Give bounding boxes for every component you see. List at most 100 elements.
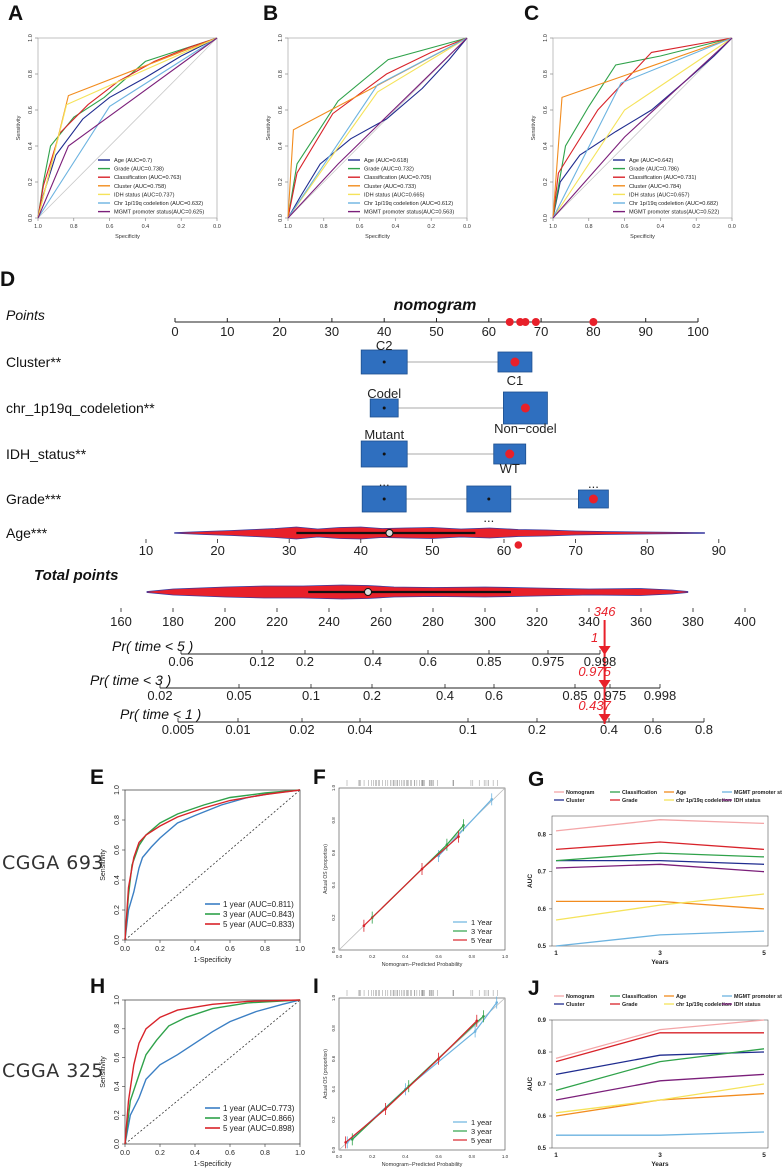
- y-tick-label: 0.0: [543, 214, 549, 222]
- legend-entry: 1 year (AUC=0.811): [223, 900, 294, 909]
- calibration-point: [344, 1141, 347, 1144]
- plot-frame: [551, 815, 769, 947]
- pr-arrow-marker: [598, 680, 611, 689]
- calibration-point: [445, 843, 449, 846]
- legend-entry: Chr 1p/19q codeletion (AUC=0.612): [364, 201, 453, 207]
- points-tick-label: 40: [377, 324, 391, 339]
- legend-entry: 5 year (AUC=0.833): [223, 920, 295, 929]
- calibration-point: [457, 835, 460, 838]
- points-tick-label: 90: [638, 324, 652, 339]
- points-tick-label: 30: [325, 324, 339, 339]
- x-tick-label: 5: [762, 1152, 766, 1159]
- x-tick-label: 5: [762, 950, 766, 957]
- calibration-line-3: [363, 836, 459, 927]
- roc-chart-e: 0.0 0.2 0.4 0.6 0.8 1.0 0.0 0.2 0.4 0.6 0.8 1.0 1-Sp…: [100, 785, 305, 964]
- x-tick-label: 0.8: [585, 224, 593, 230]
- pr-tick-label: 0.4: [364, 654, 382, 669]
- pr-tick-label: 0.05: [226, 688, 251, 703]
- y-axis-label: Actual OS (proportion): [323, 1049, 329, 1099]
- auc-line-3: [555, 1048, 765, 1092]
- pr-value-label: 0.975: [578, 664, 611, 679]
- legend-entry: 3 year: [471, 1127, 492, 1136]
- total-points-tick-label: 200: [214, 614, 236, 629]
- roc-curve-7: [287, 37, 468, 219]
- x-tick-label: 0.8: [260, 1150, 270, 1157]
- roc-curve-2: [287, 37, 468, 219]
- x-tick-label: 0.4: [190, 1150, 200, 1157]
- row-label-pr-2: Pr( time < 3 ): [90, 672, 171, 688]
- pr-tick-label: 0.1: [459, 722, 477, 737]
- y-tick-label: 1.0: [114, 995, 121, 1005]
- legend-entry: Classification: [622, 994, 657, 1000]
- x-tick-label: 1.0: [34, 224, 42, 230]
- auc-years-chart-j: 0.5 0.6 0.7 0.8 0.9 1 3 5 Years AUC Nomogram Cluste…: [527, 994, 782, 1168]
- calibration-point: [362, 924, 366, 927]
- y-axis-label: Sensitivity: [100, 849, 107, 881]
- codeletion-box-dot: [382, 406, 386, 410]
- auc-line-3: [555, 852, 765, 862]
- idh-status-level-label: Mutant: [364, 427, 404, 442]
- x-tick-label: 0.8: [260, 946, 270, 953]
- x-tick-label: 0.2: [369, 1154, 376, 1159]
- y-tick-label: 0.2: [331, 1116, 336, 1123]
- pr-tick-label: 0.4: [600, 722, 618, 737]
- y-axis-label: AUC: [527, 1077, 534, 1091]
- total-points-tick-label: 180: [162, 614, 184, 629]
- x-axis-label: Nomogram−Predicted Probability: [382, 1162, 463, 1168]
- cluster-box-dot: [382, 360, 386, 364]
- panel-label-f: F: [313, 766, 326, 789]
- pr-tick-label: 0.998: [584, 654, 617, 669]
- y-tick-label: 0.6: [114, 1053, 121, 1063]
- y-axis-label: Sensitivity: [531, 115, 537, 140]
- pr-value-label: 0.437: [578, 698, 611, 713]
- panel-label-a: A: [8, 2, 24, 25]
- grade-level-label: ...: [379, 474, 390, 489]
- age-tick-label: 80: [640, 543, 654, 558]
- y-tick-label: 0.5: [538, 1146, 547, 1152]
- pr-tick-label: 0.02: [289, 722, 314, 737]
- x-tick-label: 1.0: [295, 946, 305, 953]
- pr-arrow-marker: [598, 714, 611, 723]
- roc-curve-5: [37, 37, 218, 219]
- row-label-codeletion: chr_1p19q_codeletion**: [6, 400, 155, 416]
- x-tick-label: 0.0: [336, 1154, 343, 1159]
- pr-tick-label: 0.6: [644, 722, 662, 737]
- y-tick-label: 0.7: [538, 870, 547, 876]
- plot-frame: [124, 999, 301, 1145]
- y-tick-label: 1.0: [543, 34, 549, 42]
- y-tick-label: 1.0: [331, 994, 336, 1001]
- legend-entry: MGMT promoter status(AUC=0.625): [114, 210, 204, 216]
- points-tick-label: 80: [586, 324, 600, 339]
- plot-frame: [124, 789, 301, 941]
- calibration-chart-i: 0.0 0.2 0.4 0.6 0.8 1.0 0.0 0.2 0.4 0.6 0.8 1.0 Nomo…: [323, 990, 509, 1168]
- legend-entry: chr 1p/19q codeletion: [676, 1002, 731, 1008]
- x-axis-label: Specificity: [630, 234, 655, 240]
- pr-tick-label: 0.6: [485, 688, 503, 703]
- y-axis-label: AUC: [527, 874, 534, 888]
- auc-line-6: [555, 1083, 765, 1114]
- plot-frame: [338, 787, 506, 951]
- calibration-chart-f: 0.0 0.2 0.4 0.6 0.8 1.0 0.0 0.2 0.4 0.6 0.8 1.0 Nomo…: [323, 780, 509, 968]
- x-tick-label: 0.6: [225, 946, 235, 953]
- pr-tick-label: 0.4: [436, 688, 454, 703]
- legend-entry: Age: [676, 790, 686, 796]
- x-axis-label: Nomogram−Predicted Probability: [382, 962, 463, 968]
- y-axis-label: Sensitivity: [16, 115, 22, 140]
- x-tick-label: 0.2: [692, 224, 700, 230]
- legend-entry: Chr 1p/19q codeletion (AUC=0.632): [114, 201, 203, 207]
- x-tick-label: 0.6: [106, 224, 114, 230]
- auc-line-4: [555, 1032, 764, 1063]
- y-tick-label: 0.4: [28, 142, 34, 150]
- y-tick-label: 0.9: [538, 1018, 547, 1024]
- legend-entry: Chr 1p/19q codeletion (AUC=0.682): [629, 201, 718, 207]
- x-tick-label: 0.8: [469, 1154, 476, 1159]
- reference-diagonal: [124, 999, 301, 1145]
- panel-label-d: D: [0, 268, 16, 291]
- total-points-tick-label: 320: [526, 614, 548, 629]
- legend-entry: IDH status: [734, 798, 761, 804]
- legend-entry: Classification (AUC=0.763): [114, 175, 181, 181]
- roc-curve-3: [124, 999, 301, 1145]
- legend-entry: Cluster: [566, 1002, 585, 1008]
- pr-tick-label: 0.6: [419, 654, 437, 669]
- idh-status-box-dot: [382, 452, 386, 456]
